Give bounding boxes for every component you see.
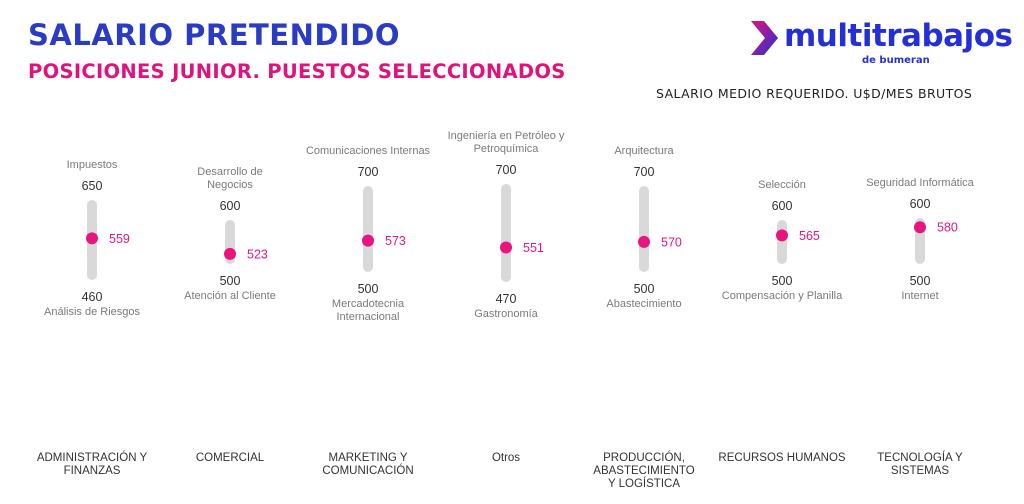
range-max-label: Impuestos	[67, 159, 118, 171]
range-max-value: 600	[772, 199, 793, 213]
range-track	[777, 220, 787, 264]
range-min-label: Atención al Cliente	[184, 290, 276, 302]
range-min-value: 500	[772, 274, 793, 288]
average-value: 551	[523, 241, 544, 255]
range-min-value: 500	[358, 282, 379, 296]
average-value: 570	[661, 235, 682, 249]
average-marker	[776, 229, 788, 242]
range-max-label: Ingeniería en Petróleo y Petroquímica	[448, 130, 565, 155]
category-label: COMERCIAL	[196, 452, 265, 464]
range-min-value: 460	[82, 290, 103, 304]
range-max-value: 700	[496, 163, 517, 177]
range-min-value: 500	[910, 274, 931, 288]
category-label: TECNOLOGÍA Y SISTEMAS	[877, 451, 963, 477]
range-min-value: 500	[634, 282, 655, 296]
range-min-label: Abastecimiento	[606, 298, 681, 310]
average-value: 523	[247, 247, 268, 261]
range-max-value: 600	[220, 199, 241, 213]
multitrabajos-logo: multitrabajos de bumeran	[748, 14, 1018, 70]
range-track	[363, 186, 373, 272]
range-track	[501, 184, 511, 282]
range-min-label: Análisis de Riesgos	[44, 306, 140, 318]
range-max-label: Selección	[758, 179, 806, 191]
range-max-value: 600	[910, 197, 931, 211]
category-label: Otros	[492, 452, 520, 464]
range-max-label: Comunicaciones Internas	[306, 145, 431, 157]
average-marker	[362, 234, 374, 247]
range-max-value: 700	[358, 165, 379, 179]
average-marker	[638, 235, 650, 248]
average-marker	[224, 247, 236, 260]
chevron-arrow-icon	[751, 21, 778, 55]
category-label: ADMINISTRACIÓN Y FINANZAS	[37, 451, 148, 477]
logo-tagline: de bumeran	[862, 55, 930, 66]
range-min-value: 500	[220, 274, 241, 288]
range-min-label: Gastronomía	[474, 308, 538, 320]
unit-label: SALARIO MEDIO REQUERIDO. U$D/MES BRUTOS	[656, 86, 973, 101]
range-min-value: 470	[496, 292, 517, 306]
category-label: MARKETING Y COMUNICACIÓN	[322, 452, 413, 477]
range-min-label: Mercadotecnia Internacional	[332, 298, 405, 323]
range-max-label: Seguridad Informática	[866, 177, 974, 189]
category-label: PRODUCCIÓN, ABASTECIMIENTO Y LOGÍSTICA	[593, 451, 694, 490]
range-max-value: 650	[82, 179, 103, 193]
average-marker	[914, 221, 926, 234]
average-value: 559	[109, 232, 130, 246]
range-min-label: Internet	[901, 290, 938, 302]
range-min-label: Compensación y Planilla	[722, 290, 843, 302]
category-label: RECURSOS HUMANOS	[718, 452, 845, 464]
range-max-label: Arquitectura	[614, 145, 674, 157]
average-marker	[86, 232, 98, 245]
range-track	[639, 186, 649, 272]
range-max-value: 700	[634, 165, 655, 179]
logo-wordmark: multitrabajos	[784, 18, 1013, 54]
average-marker	[500, 241, 512, 254]
page-subtitle: POSICIONES JUNIOR. PUESTOS SELECCIONADOS	[28, 60, 566, 83]
range-max-label: Desarrollo de Negocios	[197, 166, 262, 191]
page-title: SALARIO PRETENDIDO	[28, 18, 400, 52]
average-value: 580	[937, 221, 958, 235]
average-value: 565	[799, 229, 820, 243]
average-value: 573	[385, 234, 406, 248]
